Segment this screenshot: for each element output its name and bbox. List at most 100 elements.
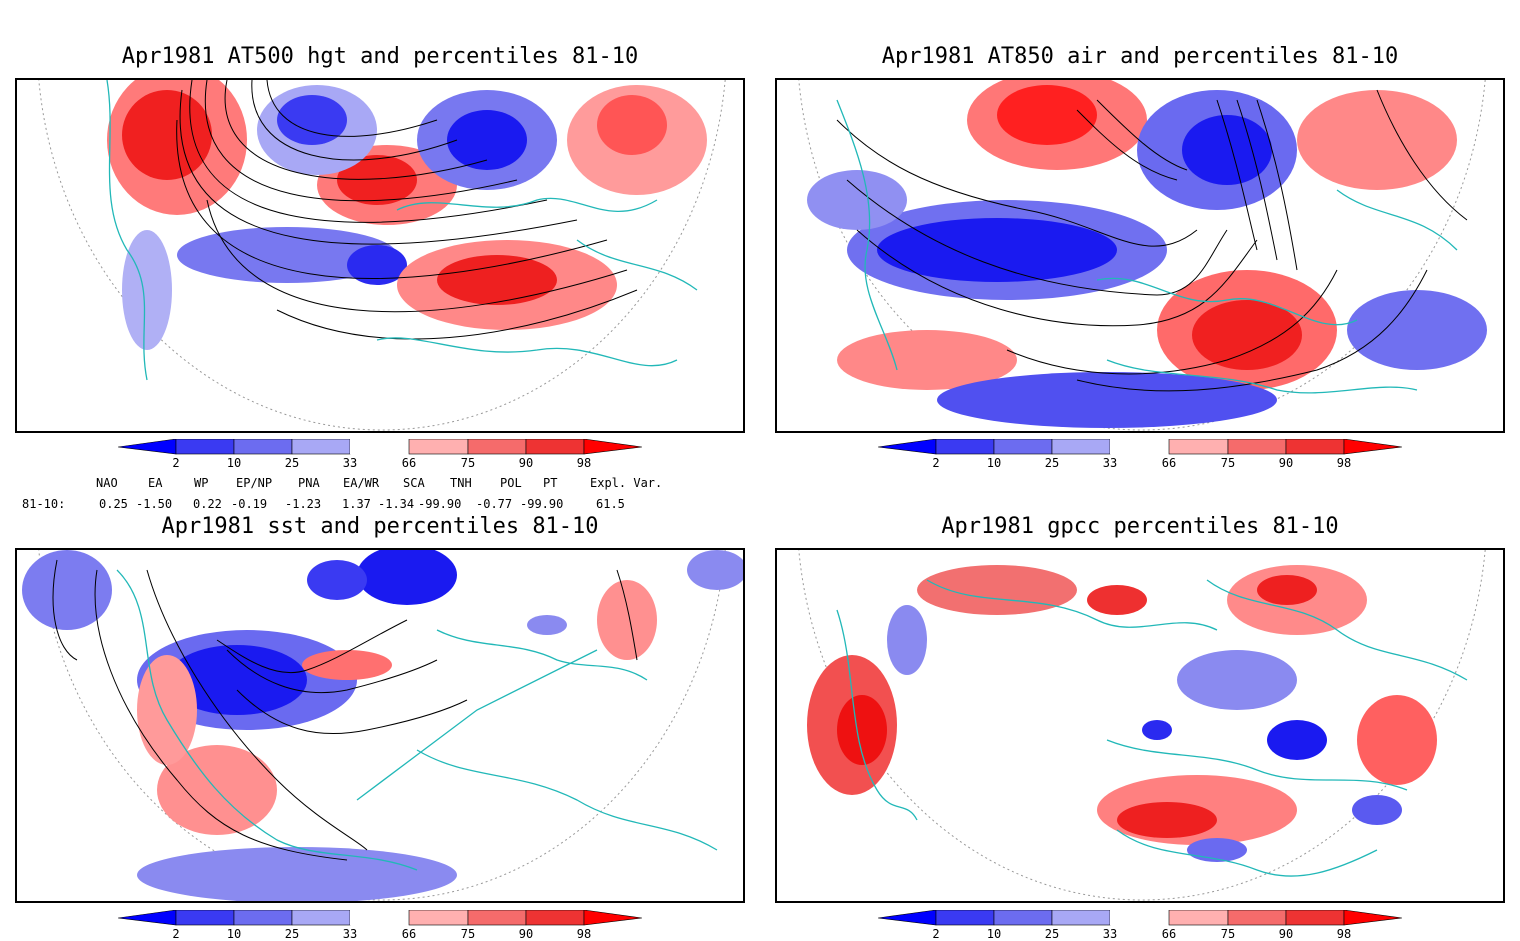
colorbar-tick-label: 10: [986, 456, 1002, 470]
colorbar-segment: [291, 439, 351, 455]
colorbar-segment: [233, 910, 293, 926]
colorbar-segment: [878, 910, 937, 926]
colorbar-tick-label: 25: [284, 927, 300, 941]
colorbar-segment: [467, 910, 527, 926]
colorbar-tick-label: 33: [1102, 456, 1118, 470]
colorbar-tick-label: 25: [1044, 927, 1060, 941]
colorbar-tick-label: 66: [401, 456, 417, 470]
tele-value-pol: -0.77: [476, 497, 513, 511]
colorbar-tick-label: 66: [1161, 927, 1177, 941]
colorbar-tick-label: 66: [401, 927, 417, 941]
panel-title-gpcc: Apr1981 gpcc percentiles 81-10: [941, 514, 1339, 539]
colorbar-tick-label: 66: [1161, 456, 1177, 470]
map-hgt500-drawing: [38, 80, 726, 431]
colorbar-tick-label: 75: [460, 456, 476, 470]
colorbar-segment: [1343, 439, 1402, 455]
colorbar-segment: [1227, 910, 1287, 926]
tele-header-wp: WP: [194, 476, 209, 490]
colorbar-tick-label: 90: [1278, 456, 1294, 470]
map-air850: [775, 78, 1505, 433]
tele-header-pna: PNA: [298, 476, 320, 490]
colorbar-tick-label: 10: [226, 456, 242, 470]
colorbar-tick-label: 33: [342, 456, 358, 470]
colorbar-segment: [1285, 910, 1345, 926]
colorbar-segment: [583, 910, 642, 926]
coastlines: [106, 80, 698, 381]
coastlines: [836, 579, 1468, 877]
map-sst-drawing: [22, 550, 743, 901]
colorbar-segment: [993, 439, 1053, 455]
colorbar-tick-label: 75: [460, 927, 476, 941]
tele-header-pol: POL: [500, 476, 522, 490]
colorbar-segment: [233, 439, 293, 455]
anomaly-shading: [107, 80, 707, 350]
colorbar-tick-label: 90: [518, 927, 534, 941]
colorbar-tick-label: 2: [932, 456, 940, 470]
colorbar-segment: [1168, 910, 1229, 926]
colorbar-segment: [878, 439, 937, 455]
map-gpcc-drawing: [798, 550, 1486, 901]
colorbar-tick-label: 2: [172, 927, 180, 941]
tele-header-tnh: TNH: [450, 476, 472, 490]
map-air850-drawing: [798, 80, 1487, 431]
colorbar-tick-label: 98: [576, 927, 592, 941]
colorbar-tick-label: 10: [226, 927, 242, 941]
tele-header-ea: EA: [148, 476, 163, 490]
colorbar-segment: [525, 910, 585, 926]
precip-shading: [807, 565, 1437, 862]
colorbar-tick-label: 75: [1220, 456, 1236, 470]
colorbar-segment: [291, 910, 351, 926]
tele-value-sca: -1.34: [378, 497, 415, 511]
colorbar-segment: [175, 439, 235, 455]
tele-header-pt: PT: [543, 476, 558, 490]
colorbar-segment: [408, 910, 469, 926]
colorbar-segment: [1343, 910, 1402, 926]
tele-value-eawr: 1.37: [342, 497, 371, 511]
colorbar-segment: [175, 910, 235, 926]
colorbar-segment: [1227, 439, 1287, 455]
colorbar-tick-label: 90: [1278, 927, 1294, 941]
anomaly-shading: [22, 550, 743, 901]
colorbar-segment: [1168, 439, 1229, 455]
colorbar-segment: [118, 439, 177, 455]
colorbar-segment: [525, 439, 585, 455]
tele-header-nao: NAO: [96, 476, 118, 490]
colorbar-tick-label: 33: [1102, 927, 1118, 941]
colorbar-tick-label: 10: [986, 927, 1002, 941]
colorbar-segment: [1051, 439, 1111, 455]
colorbar-tick-label: 25: [284, 456, 300, 470]
panel-title-hgt500: Apr1981 AT500 hgt and percentiles 81-10: [121, 44, 639, 69]
panel-title-air850: Apr1981 AT850 air and percentiles 81-10: [881, 44, 1399, 69]
coastlines: [116, 569, 718, 871]
map-gpcc: [775, 548, 1505, 903]
colorbar-tick-label: 98: [1336, 456, 1352, 470]
colorbar-segment: [583, 439, 642, 455]
colorbar-gpcc: 2 10 25 33 66 75 90 98: [878, 910, 1402, 941]
tele-value-tnh: -99.90: [418, 497, 462, 511]
tele-header-epnp: EP/NP: [236, 476, 273, 490]
map-sst: [15, 548, 745, 903]
colorbar-hgt500: 2 10 25 33 66 75 90 98: [118, 439, 642, 473]
anomaly-shading: [807, 80, 1487, 428]
tele-value-explvar: 61.5: [596, 497, 625, 511]
colorbar-segment: [1110, 439, 1169, 454]
colorbar-tick-label: 2: [932, 927, 940, 941]
colorbar-tick-label: 25: [1044, 456, 1060, 470]
colorbar-segment: [408, 439, 469, 455]
tele-value-pt: -99.90: [520, 497, 564, 511]
tele-value-epnp: -0.19: [231, 497, 268, 511]
tele-header-sca: SCA: [403, 476, 425, 490]
colorbar-segment: [1285, 439, 1345, 455]
sst-contours: [52, 559, 638, 861]
tele-value-pna: -1.23: [285, 497, 322, 511]
colorbar-segment: [935, 439, 995, 455]
panel-title-sst: Apr1981 sst and percentiles 81-10: [161, 514, 599, 539]
temperature-contours: [836, 89, 1468, 392]
tele-value-nao: 0.25: [99, 497, 128, 511]
colorbar-segment: [993, 910, 1053, 926]
tele-header-eawr: EA/WR: [343, 476, 380, 490]
colorbar-tick-label: 2: [172, 456, 180, 470]
map-hgt500: [15, 78, 745, 433]
colorbar-segment: [350, 439, 409, 454]
tele-value-ea: -1.50: [136, 497, 173, 511]
